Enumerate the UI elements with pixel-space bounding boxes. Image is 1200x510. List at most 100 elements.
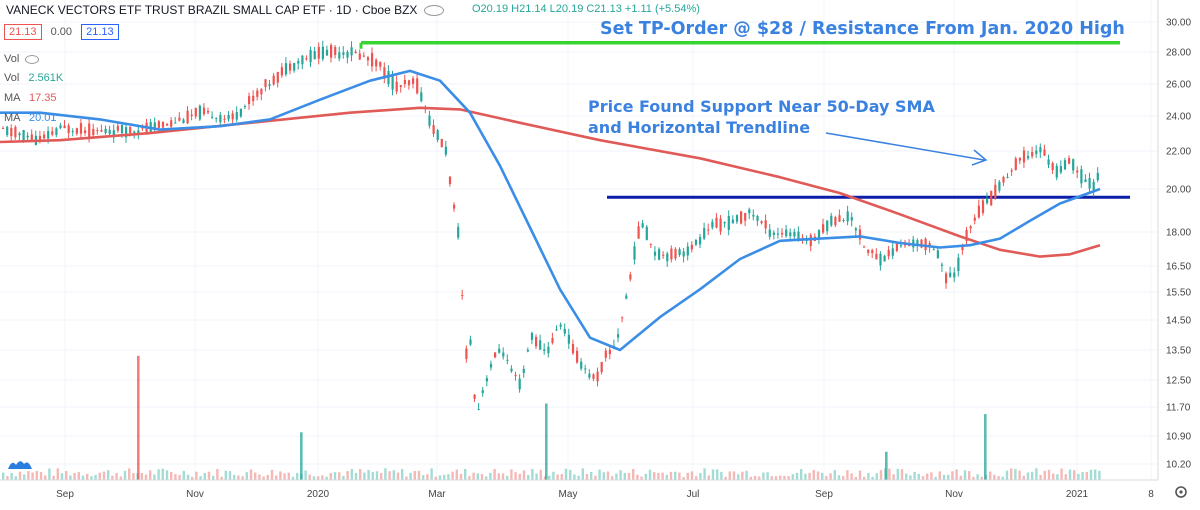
candle-body bbox=[576, 350, 579, 363]
candle-body bbox=[461, 294, 464, 296]
eye-icon[interactable] bbox=[423, 5, 444, 17]
candle-body bbox=[1006, 176, 1009, 178]
ma200-indicator[interactable]: MA 17.35 bbox=[4, 92, 57, 104]
candle-body bbox=[510, 368, 513, 372]
volume-spike bbox=[137, 355, 140, 480]
candle-body bbox=[752, 214, 755, 217]
candle-body bbox=[407, 80, 411, 86]
volume-bar bbox=[174, 474, 177, 480]
volume-bar bbox=[182, 470, 185, 480]
volume-bar bbox=[73, 472, 76, 480]
candle-body bbox=[133, 131, 136, 133]
volume-bar bbox=[237, 475, 240, 480]
candle-body bbox=[346, 51, 349, 58]
volume-bar bbox=[426, 474, 429, 480]
candle-body bbox=[1002, 177, 1005, 183]
candle-body bbox=[227, 114, 230, 120]
volume-bar bbox=[573, 474, 576, 480]
candle-body bbox=[334, 47, 337, 55]
buy-price[interactable]: 21.13 bbox=[81, 24, 119, 40]
candle-body bbox=[198, 105, 201, 120]
volume-bar bbox=[186, 474, 190, 480]
volume-bar bbox=[888, 468, 891, 480]
eye-icon[interactable] bbox=[25, 54, 40, 64]
volume-indicator[interactable]: Vol 2.561K bbox=[4, 72, 63, 84]
volume-bar bbox=[317, 476, 320, 480]
volume-bar bbox=[275, 475, 278, 480]
sell-price[interactable]: 21.13 bbox=[4, 24, 42, 40]
x-tick-label: Sep bbox=[815, 489, 833, 500]
candle-body bbox=[289, 63, 292, 71]
volume-bar bbox=[1056, 474, 1059, 480]
volume-bar bbox=[342, 475, 345, 480]
candle-body bbox=[653, 251, 657, 256]
candle-body bbox=[444, 146, 447, 155]
volume-bar bbox=[590, 471, 593, 480]
candle-body bbox=[354, 51, 357, 54]
candle-body bbox=[883, 255, 886, 262]
candle-body bbox=[772, 232, 775, 235]
candle-body bbox=[674, 248, 677, 259]
volume-bar bbox=[657, 472, 660, 480]
tradingview-logo-icon[interactable] bbox=[6, 455, 34, 471]
vol-label: Vol bbox=[4, 53, 20, 65]
candle-body bbox=[325, 49, 329, 56]
candle-body bbox=[875, 253, 878, 260]
candle-body bbox=[567, 334, 570, 344]
volume-bar bbox=[707, 475, 710, 480]
candle-body bbox=[96, 130, 99, 132]
y-tick-label: 11.70 bbox=[1166, 403, 1191, 414]
candle-body bbox=[756, 215, 759, 221]
candle-body bbox=[178, 117, 181, 121]
volume-bar bbox=[375, 471, 379, 480]
volume-bar bbox=[140, 472, 143, 480]
candle-body bbox=[662, 254, 665, 256]
volume-indicator-hidden[interactable]: Vol bbox=[4, 53, 42, 65]
volume-bar bbox=[539, 469, 542, 480]
volume-bar bbox=[1068, 469, 1072, 480]
volume-bar bbox=[1052, 473, 1055, 480]
volume-bar bbox=[447, 474, 450, 480]
candle-body bbox=[776, 233, 780, 235]
volume-bar bbox=[1026, 472, 1030, 480]
volume-bar bbox=[816, 471, 820, 480]
volume-bar bbox=[18, 471, 22, 480]
candle-body bbox=[47, 131, 50, 139]
volume-bar bbox=[858, 470, 862, 480]
candle-body bbox=[55, 128, 58, 135]
volume-bar bbox=[690, 471, 694, 480]
bid-ask-row: 21.13 0.00 21.13 bbox=[4, 24, 119, 40]
volume-bar bbox=[669, 471, 673, 480]
volume-bar bbox=[191, 476, 194, 480]
ma50-indicator[interactable]: MA 20.01 bbox=[4, 112, 57, 124]
candle-body bbox=[75, 128, 78, 134]
volume-bar bbox=[14, 476, 17, 480]
volume-bar bbox=[678, 472, 681, 480]
volume-bar bbox=[510, 469, 513, 480]
volume-bar bbox=[170, 472, 173, 480]
volume-bar bbox=[892, 474, 895, 480]
candle-body bbox=[1084, 179, 1087, 182]
candle-body bbox=[59, 125, 62, 129]
candle-body bbox=[629, 274, 632, 280]
candle-body bbox=[371, 52, 374, 67]
volume-bar bbox=[501, 473, 505, 480]
volume-bar bbox=[363, 472, 366, 480]
candle-body bbox=[309, 50, 312, 63]
volume-bar bbox=[468, 476, 471, 480]
vol-name: Vol bbox=[4, 72, 20, 84]
volume-bar bbox=[527, 474, 530, 480]
y-tick-label: 15.50 bbox=[1166, 288, 1191, 299]
volume-bar bbox=[896, 468, 899, 480]
volume-bar bbox=[392, 470, 395, 480]
volume-bar bbox=[762, 472, 765, 480]
candle-body bbox=[358, 53, 361, 60]
volume-bar bbox=[791, 474, 794, 480]
gear-icon[interactable] bbox=[1175, 486, 1187, 498]
volume-bar bbox=[380, 473, 383, 480]
candle-body bbox=[30, 134, 33, 141]
volume-bar bbox=[35, 470, 38, 480]
volume-bar bbox=[161, 468, 164, 480]
